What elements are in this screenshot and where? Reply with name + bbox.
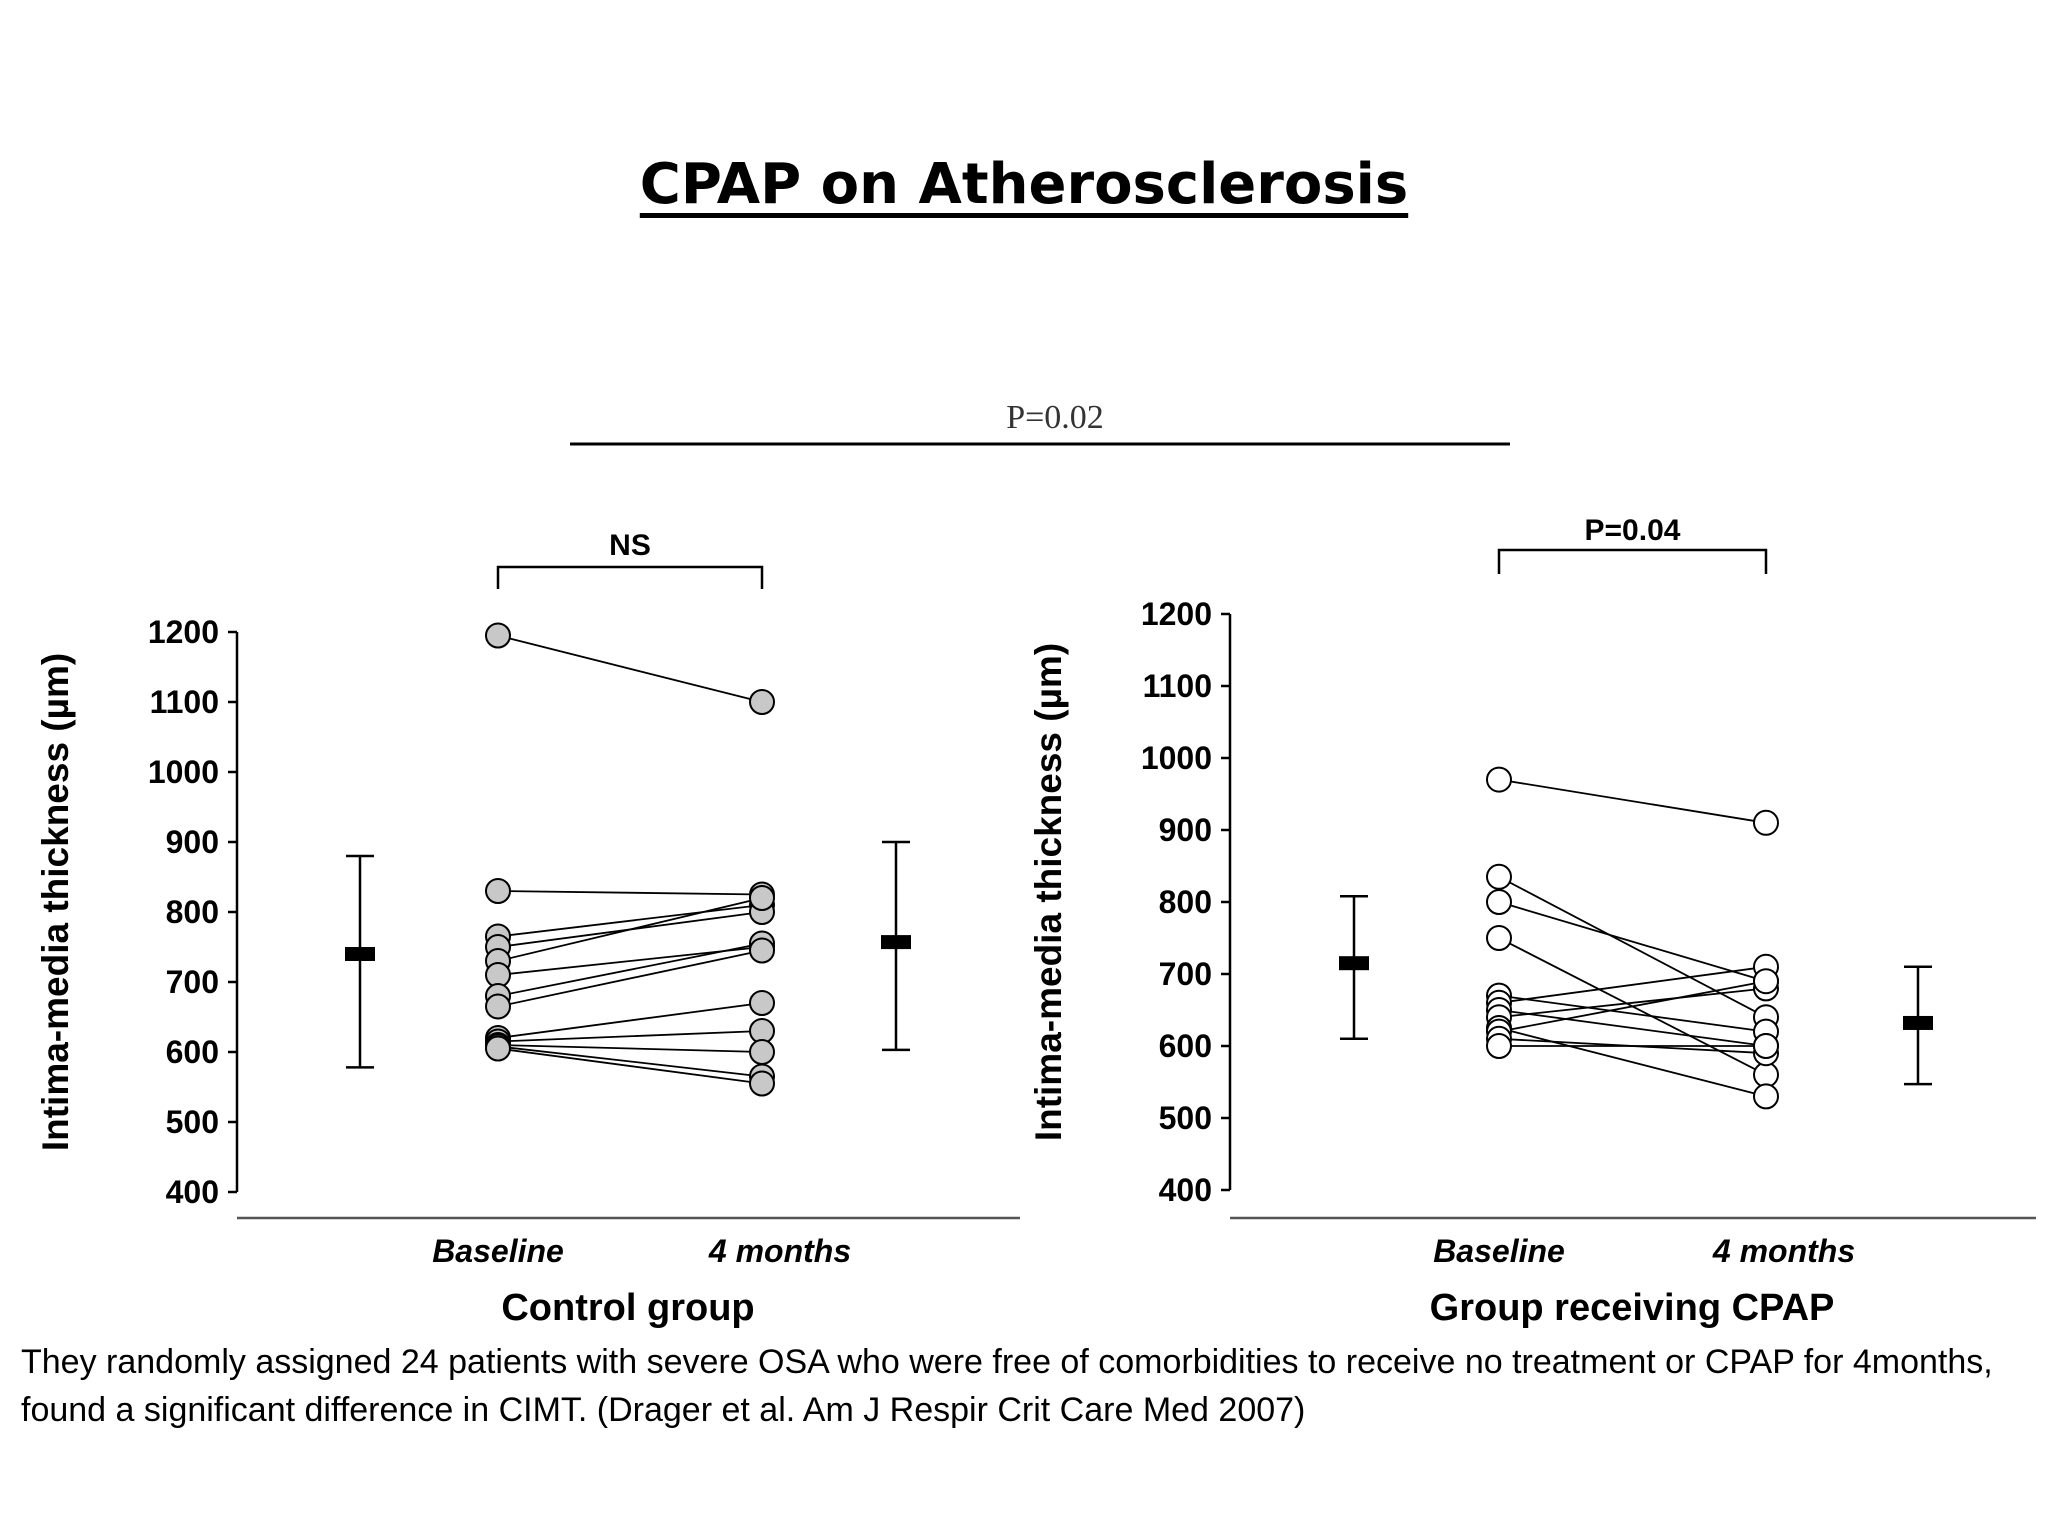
control-4-months-point [749,937,775,964]
cpap-baseline-point [1486,766,1512,793]
control-4-months-point [749,885,775,911]
cpap-y-axis-label: Intima-media thickness (µm) [1028,643,1069,1141]
control-y-tick-label: 500 [166,1104,219,1140]
control-patient-line [497,890,763,896]
cpap-y-tick-label: 900 [1159,812,1212,848]
control-patient-line [497,904,763,938]
control-baseline-point [485,1035,511,1062]
control-significance-label: NS [609,529,651,562]
cpap-y-tick-label: 500 [1159,1100,1212,1136]
cpap-4-months-mean-marker [1903,1015,1933,1030]
control-y-tick-label: 1100 [150,684,219,720]
control-patient-line [497,949,763,1008]
control-patient-line [497,1002,763,1039]
cpap-significance-bracket [1497,548,1768,574]
control-baseline-point [485,993,511,1020]
control-y-tick-label: 1200 [148,614,219,650]
cpap-baseline-mean-marker [1339,956,1369,971]
control-category-label: Baseline [432,1233,564,1269]
cpap-y-tick-label: 1100 [1143,668,1212,704]
control-y-tick-label: 400 [166,1174,219,1210]
cpap-y-tick-label: 800 [1159,884,1212,920]
cpap-baseline-point [1486,889,1512,915]
control-y-tick-label: 900 [166,824,219,860]
cpap-y-tick-label: 700 [1159,956,1212,992]
cpap-patient-line [1498,965,1767,1004]
cpap-category-label: Baseline [1433,1233,1565,1269]
control-4-months-point [749,990,775,1016]
cpap-4-months-point [1753,1033,1779,1059]
cpap-y-tick-label: 1000 [1141,740,1212,776]
control-baseline-mean-marker [345,947,375,961]
cpap-patient-line [1498,994,1767,1033]
control-group-panel: 400 500 600 700 800 900 1000 1100 1200 Intima-med… [35,529,1020,1329]
cpap-patient-line [1498,876,1767,1018]
control-patient-line [497,1045,763,1078]
control-significance-bracket [496,565,764,589]
cpap-4-months-point [1753,1061,1779,1088]
cpap-patient-line [1498,980,1767,1033]
cpap-4-months-point [1753,809,1779,836]
cpap-patient-line [1498,987,1767,1019]
cpap-category-label: 4 months [1712,1233,1855,1269]
control-patient-line [497,1044,763,1053]
cpap-patient-line [1498,778,1767,824]
control-y-axis-label: Intima-media thickness (µm) [35,653,76,1151]
control-4-months-mean-marker [881,935,911,950]
cpap-baseline-point [1486,1033,1512,1059]
control-patient-line [497,897,763,962]
cpap-y-tick-label: 400 [1159,1172,1212,1208]
control-y-tick-label: 700 [166,964,219,1000]
control-4-months-point [749,1070,775,1097]
control-group-label: Control group [501,1287,754,1329]
control-baseline-point [485,622,511,649]
control-patient-line [497,942,763,997]
cpap-baseline-point [1486,863,1512,890]
between-group-p-value: P=0.02 [1006,399,1104,436]
cpap-patient-line [1498,1027,1767,1098]
cpap-4-months-point [1753,968,1779,995]
cpap-patient-line [1498,901,1767,983]
control-4-months-point [749,689,775,715]
cpap-y-tick-label: 600 [1159,1028,1212,1064]
control-4-months-point [749,1039,775,1065]
control-patient-line [497,1047,763,1085]
between-group-comparison: P=0.02 [570,399,1510,446]
cpap-y-tick-label: 1200 [1141,596,1212,632]
control-y-tick-label: 1000 [148,754,219,790]
control-patient-line [497,634,763,703]
slide-caption: They randomly assigned 24 patients with … [21,1343,1993,1429]
slide-title: CPAP on Atherosclerosis [639,152,1409,217]
cpap-significance-label: P=0.04 [1585,514,1681,547]
control-y-tick-label: 600 [166,1034,219,1070]
cpap-patient-line [1498,1009,1767,1047]
control-y-tick-label: 800 [166,894,219,930]
cpap-group-panel: 400 500 600 700 800 900 1000 1100 1200 Intima-med… [1028,514,2036,1329]
cpap-group-label: Group receiving CPAP [1430,1287,1835,1329]
control-baseline-point [485,878,511,904]
cpap-4-months-point [1753,1083,1779,1110]
control-patient-line [497,1030,763,1043]
control-category-label: 4 months [708,1233,851,1269]
cpap-baseline-point [1486,925,1512,951]
